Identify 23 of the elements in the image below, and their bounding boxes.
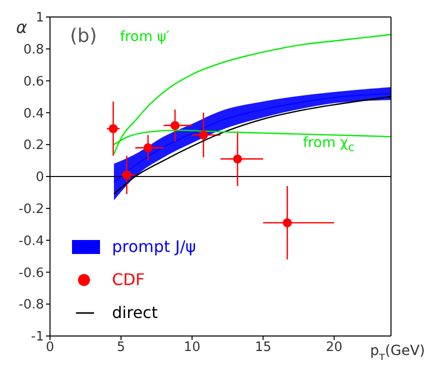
legend-label: prompt J/ψ — [112, 237, 196, 256]
x-tick-label: 10 — [184, 340, 200, 356]
y-tick-label: 0 — [36, 170, 44, 186]
y-tick-label: 0.6 — [23, 74, 44, 90]
y-tick-label: -0.4 — [18, 234, 44, 249]
y-tick-label: -0.6 — [18, 266, 44, 281]
y-tick-label: 1 — [36, 10, 44, 26]
y-tick-label: 0.8 — [23, 42, 44, 58]
y-tick-label: -0.8 — [18, 298, 44, 313]
y-tick-label: -1 — [31, 330, 44, 345]
legend-label: direct — [112, 303, 158, 322]
annotation: (b) — [70, 25, 97, 47]
annotation: from χ$_{c}$ — [303, 135, 355, 154]
y-axis-title: α — [16, 18, 28, 38]
x-tick-label: 5 — [116, 340, 126, 356]
y-tick-label: 0.4 — [23, 106, 44, 122]
x-tick-label: 0 — [46, 340, 54, 356]
y-tick-label: 0.2 — [23, 138, 44, 154]
x-tick-label: 15 — [254, 340, 272, 356]
x-tick-label: 20 — [326, 340, 342, 356]
legend-label: CDF — [112, 270, 145, 289]
annotation: from ψ′ — [120, 29, 170, 45]
y-tick-label: -0.2 — [18, 202, 44, 218]
